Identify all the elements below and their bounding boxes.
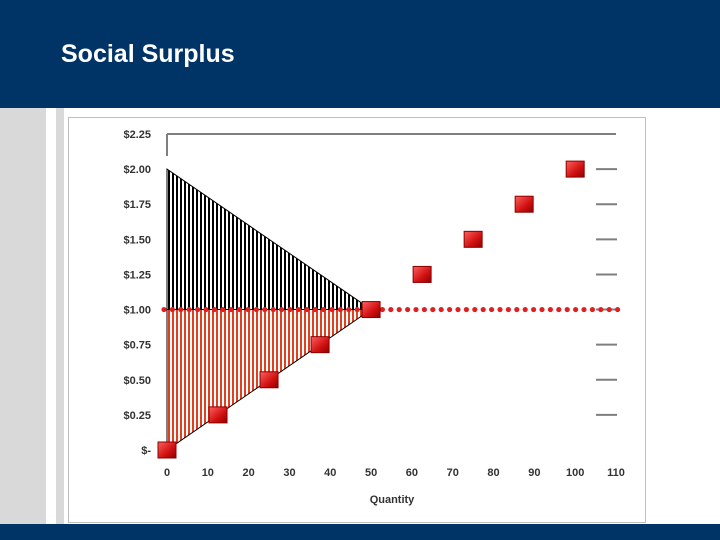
price-line-dot (321, 306, 327, 313)
price-line-dot (531, 306, 537, 313)
side-bar-inner (56, 108, 64, 524)
x-tick-label: 100 (566, 467, 584, 479)
y-tick-label: $0.25 (123, 410, 151, 422)
price-line-dot (421, 306, 427, 313)
price-line-dot (304, 306, 310, 313)
supply-point-marker (310, 336, 330, 354)
y-tick-label: $2.00 (123, 164, 151, 176)
slide-footer (0, 524, 720, 540)
price-line-dot (312, 306, 318, 313)
price-line-dot (573, 306, 579, 313)
x-tick-label: 90 (528, 467, 540, 479)
price-line-dot (606, 306, 612, 313)
x-tick-label: 20 (243, 467, 255, 479)
supply-point-marker (412, 265, 432, 283)
slide-title: Social Surplus (61, 40, 235, 68)
y-tick-label: $1.75 (123, 199, 151, 211)
price-line-dot (455, 306, 461, 313)
supply-point-marker (208, 406, 228, 424)
price-line-dot (228, 306, 234, 313)
slide-header: Social Surplus (0, 0, 720, 108)
price-line-dot (589, 306, 596, 313)
price-line-dot (430, 306, 436, 313)
price-line-dot (581, 306, 587, 313)
supply-point-marker (361, 301, 381, 319)
price-line-dot (388, 306, 394, 313)
x-tick-label: 80 (487, 467, 499, 479)
side-divider (46, 108, 56, 524)
price-line-dot (287, 306, 293, 313)
price-line-dot (161, 306, 167, 313)
price-line-dot (211, 306, 217, 313)
price-line-dot (203, 306, 209, 313)
price-line-dot (547, 306, 554, 313)
price-line-dot (379, 306, 385, 313)
supply-point-marker (565, 160, 585, 178)
price-line-dot (480, 306, 486, 313)
price-line-dot (505, 306, 511, 313)
price-line-dot (220, 306, 226, 313)
x-tick-label: 0 (164, 467, 170, 479)
x-tick-label: 30 (283, 467, 295, 479)
price-line-dot (279, 306, 285, 313)
price-line-dot (413, 306, 419, 313)
x-tick-label: 10 (202, 467, 214, 479)
price-line-dot (329, 306, 335, 313)
price-line-dot (245, 306, 251, 313)
x-tick-label: 50 (365, 467, 377, 479)
supply-point-marker (514, 195, 534, 213)
x-axis-label: Quantity (370, 494, 415, 506)
price-line-dot (186, 306, 192, 313)
price-line-dot (396, 306, 402, 313)
price-line-dot (295, 306, 301, 313)
supply-point-marker (157, 441, 177, 459)
y-tick-label: $- (141, 445, 151, 457)
price-line-dot (447, 306, 453, 313)
price-line-dot (556, 306, 562, 313)
price-line-dot (237, 306, 243, 313)
price-line-dot (539, 306, 545, 313)
y-tick-label: $1.50 (123, 234, 151, 246)
x-tick-label: 60 (406, 467, 418, 479)
y-tick-label: $2.25 (123, 129, 151, 141)
price-line-dot (472, 306, 478, 313)
side-bar (0, 108, 46, 524)
price-line-dot (615, 306, 621, 313)
price-line-dot (337, 306, 343, 313)
price-line-dot (169, 306, 175, 313)
price-line-dot (178, 306, 184, 313)
price-line-dot (195, 306, 201, 313)
supply-point-marker (259, 371, 279, 389)
x-tick-label: 70 (447, 467, 459, 479)
y-tick-label: $0.75 (123, 340, 151, 352)
y-tick-label: $0.50 (123, 375, 151, 387)
x-tick-label: 40 (324, 467, 336, 479)
x-tick-label: 110 (607, 467, 625, 479)
price-line-dot (514, 306, 520, 313)
price-line-dot (463, 306, 469, 313)
price-line-dot (598, 306, 604, 313)
y-tick-label: $1.00 (123, 305, 151, 317)
price-line-dot (564, 306, 570, 313)
price-line-dot (346, 306, 352, 313)
price-line-dot (405, 306, 411, 313)
price-line-dot (253, 306, 259, 313)
price-line-dot (497, 306, 503, 313)
price-line-dot (438, 306, 444, 313)
price-line-dot (262, 306, 268, 313)
price-line-dot (354, 306, 360, 313)
consumer-surplus-area (166, 168, 373, 311)
y-tick-label: $1.25 (123, 269, 151, 281)
price-line-dot (270, 306, 276, 313)
price-line-dot (522, 306, 528, 313)
price-line-dot (489, 306, 495, 313)
supply-point-marker (463, 230, 483, 248)
